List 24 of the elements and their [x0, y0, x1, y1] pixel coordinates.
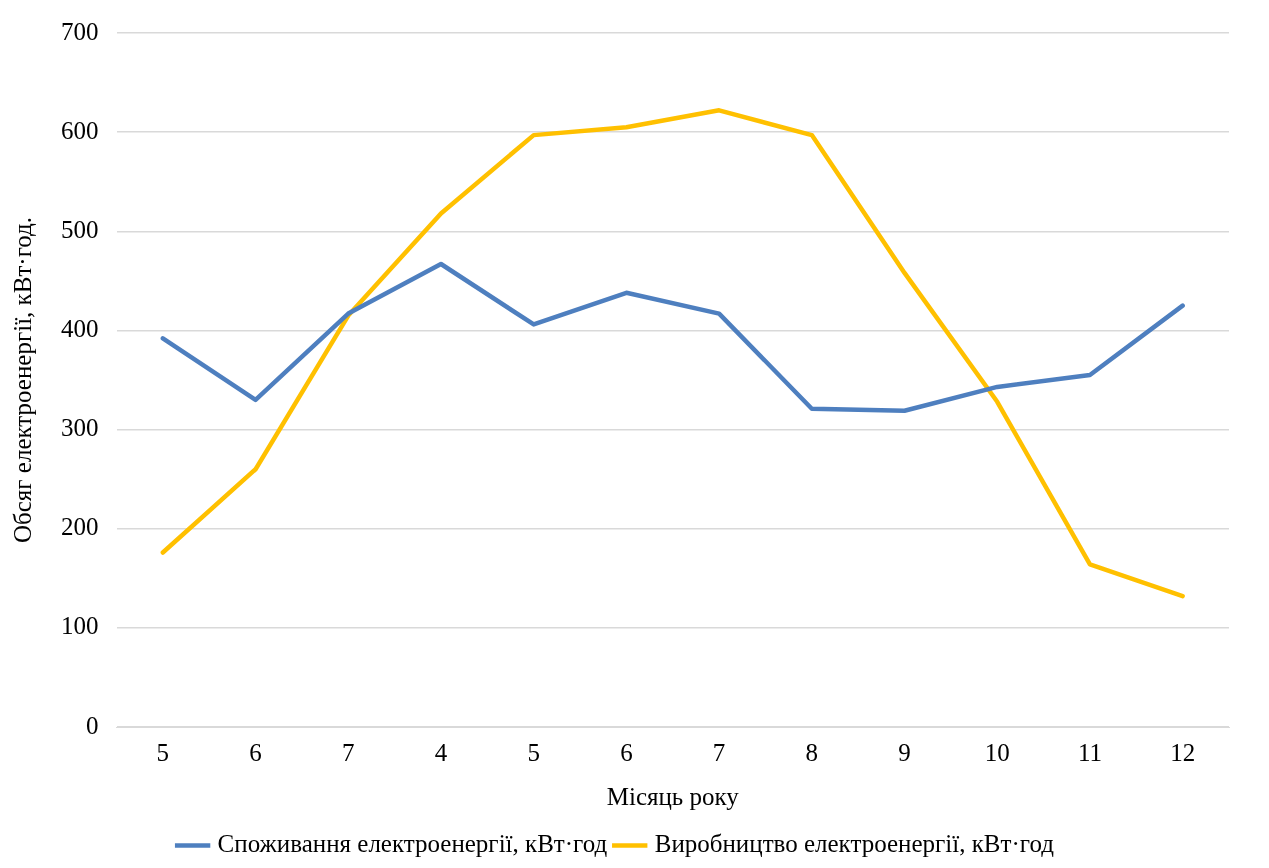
y-tick-label: 100 [61, 612, 99, 640]
legend-label: Споживання електроенергії, кВт·год [217, 830, 608, 858]
x-tick-label: 10 [984, 738, 1010, 766]
x-tick-label: 12 [1170, 738, 1196, 766]
y-tick-label: 0 [86, 711, 99, 739]
legend-label: Виробництво електроенергії, кВт·год [654, 830, 1055, 858]
y-tick-label: 500 [61, 215, 99, 243]
x-tick-label: 7 [712, 738, 726, 766]
y-tick-label: 200 [61, 513, 99, 541]
x-tick-label: 7 [342, 738, 355, 766]
y-tick-label: 400 [61, 314, 99, 342]
x-tick-label: 9 [898, 738, 911, 766]
x-tick-label: 6 [620, 738, 633, 766]
x-tick-label: 11 [1077, 738, 1102, 766]
x-axis-title: Місяць року [606, 782, 740, 810]
y-tick-label: 600 [61, 116, 99, 144]
x-tick-label: 5 [527, 738, 540, 766]
y-tick-label: 300 [61, 414, 99, 442]
x-tick-label: 8 [805, 738, 819, 766]
x-tick-label: 4 [434, 738, 448, 766]
x-tick-label: 5 [156, 738, 170, 766]
y-axis-title: Обсяг електроенергії, кВт·год. [8, 216, 36, 544]
y-tick-label: 700 [61, 17, 99, 45]
x-tick-label: 6 [249, 738, 262, 766]
